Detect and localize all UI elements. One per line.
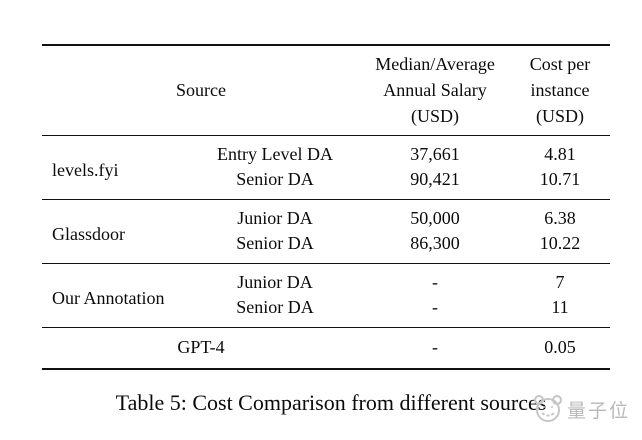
- salary-cell: -: [360, 327, 511, 369]
- salary-cell: -: [432, 297, 439, 317]
- group-our-annotation: Our Annotation Junior DA - 7 Senior DA -…: [42, 263, 611, 328]
- header-salary: Median/Average Annual Salary (USD): [360, 45, 511, 136]
- header-salary-line3: (USD): [411, 106, 460, 126]
- cost-cell: 4.81: [544, 144, 576, 164]
- header-salary-line1: Median/Average: [375, 54, 495, 74]
- group-glassdoor: Glassdoor Junior DA 50,000 6.38 Senior D…: [42, 199, 611, 264]
- source-cell: GPT-4: [42, 327, 361, 369]
- salary-cell: 86,300: [410, 233, 460, 253]
- header-source: Source: [42, 45, 361, 136]
- table-caption: Table 5: Cost Comparison from different …: [115, 390, 547, 415]
- cost-cell: 10.22: [539, 233, 581, 253]
- role-cell: Senior DA: [236, 297, 314, 317]
- source-cell: Our Annotation: [52, 288, 165, 308]
- role-cell: Junior DA: [237, 208, 313, 228]
- cost-cell: 6.38: [544, 208, 576, 228]
- salary-cell: 37,661: [410, 144, 460, 164]
- header-cost-line1: Cost per: [529, 54, 591, 74]
- table-row: Senior DA 90,421 10.71: [42, 167, 610, 200]
- header-cost-line2: instance: [530, 80, 590, 100]
- cost-cell: 10.71: [539, 169, 581, 189]
- cost-cell: 0.05: [510, 327, 611, 369]
- gpt4-row: GPT-4 - 0.05: [42, 327, 611, 369]
- table-row: Our Annotation Junior DA - 7: [42, 264, 610, 308]
- cost-comparison-table: Source Median/Average Annual Salary (USD…: [42, 44, 611, 370]
- table-row: GPT-4 - 0.05: [42, 327, 611, 369]
- table-row: Glassdoor Junior DA 50,000 6.38: [42, 200, 610, 244]
- cost-cell: 11: [551, 297, 569, 317]
- table-header-row: Source Median/Average Annual Salary (USD…: [42, 45, 611, 136]
- table-row: Senior DA 86,300 10.22: [42, 231, 610, 264]
- table-container: Source Median/Average Annual Salary (USD…: [42, 44, 611, 370]
- table-row: Senior DA - 11: [42, 295, 610, 328]
- group-levels-fyi: levels.fyi Entry Level DA 37,661 4.81 Se…: [42, 135, 611, 200]
- role-cell: Entry Level DA: [217, 144, 333, 164]
- table-header: Source Median/Average Annual Salary (USD…: [42, 45, 611, 136]
- role-cell: Senior DA: [236, 233, 314, 253]
- role-cell: Senior DA: [236, 169, 314, 189]
- salary-cell: -: [432, 272, 439, 292]
- salary-cell: 90,421: [410, 169, 460, 189]
- cost-cell: 7: [555, 272, 565, 292]
- source-cell: levels.fyi: [52, 160, 119, 180]
- header-salary-line2: Annual Salary: [383, 80, 487, 100]
- header-cost-line3: (USD): [536, 106, 585, 126]
- table-row: levels.fyi Entry Level DA 37,661 4.81: [42, 136, 610, 180]
- salary-cell: 50,000: [410, 208, 460, 228]
- header-cost: Cost per instance (USD): [510, 45, 611, 136]
- role-cell: Junior DA: [237, 272, 313, 292]
- source-cell: Glassdoor: [52, 224, 125, 244]
